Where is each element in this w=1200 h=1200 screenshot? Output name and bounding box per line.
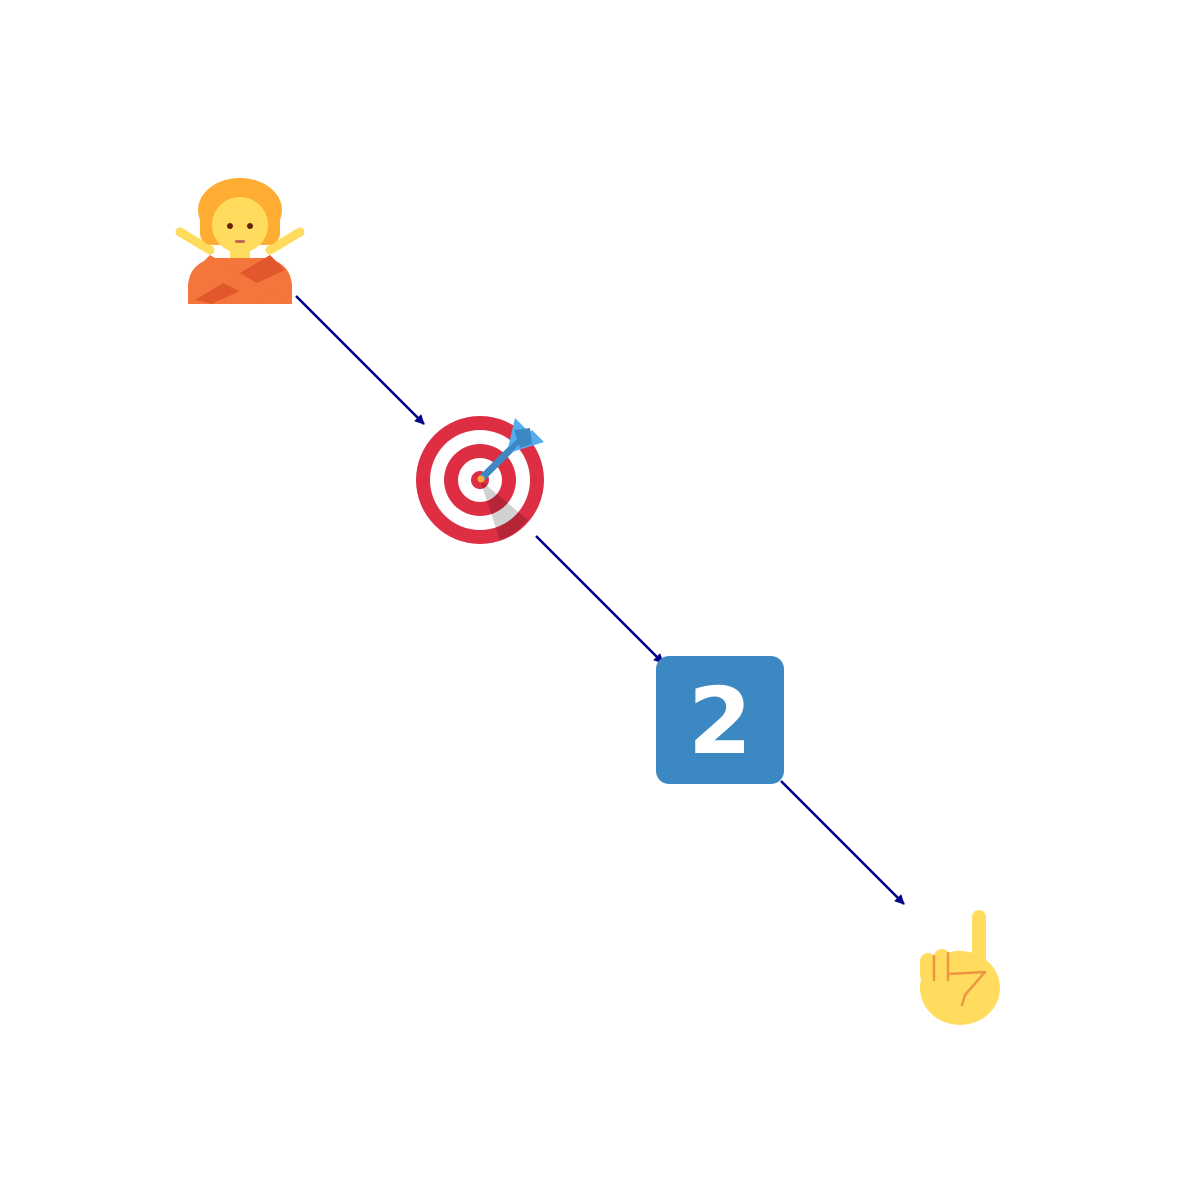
index-pointing-up-icon (920, 910, 1000, 1025)
direct-hit-target-icon (416, 416, 544, 544)
arrow-2-to-3 (535, 535, 664, 664)
person-gesturing-no-icon (175, 178, 305, 304)
arrow-3-to-4 (780, 780, 905, 905)
keycap-label: 2 (688, 668, 752, 775)
keycap-two-icon: 2 (656, 656, 784, 784)
arrow-1-to-2 (295, 295, 425, 425)
